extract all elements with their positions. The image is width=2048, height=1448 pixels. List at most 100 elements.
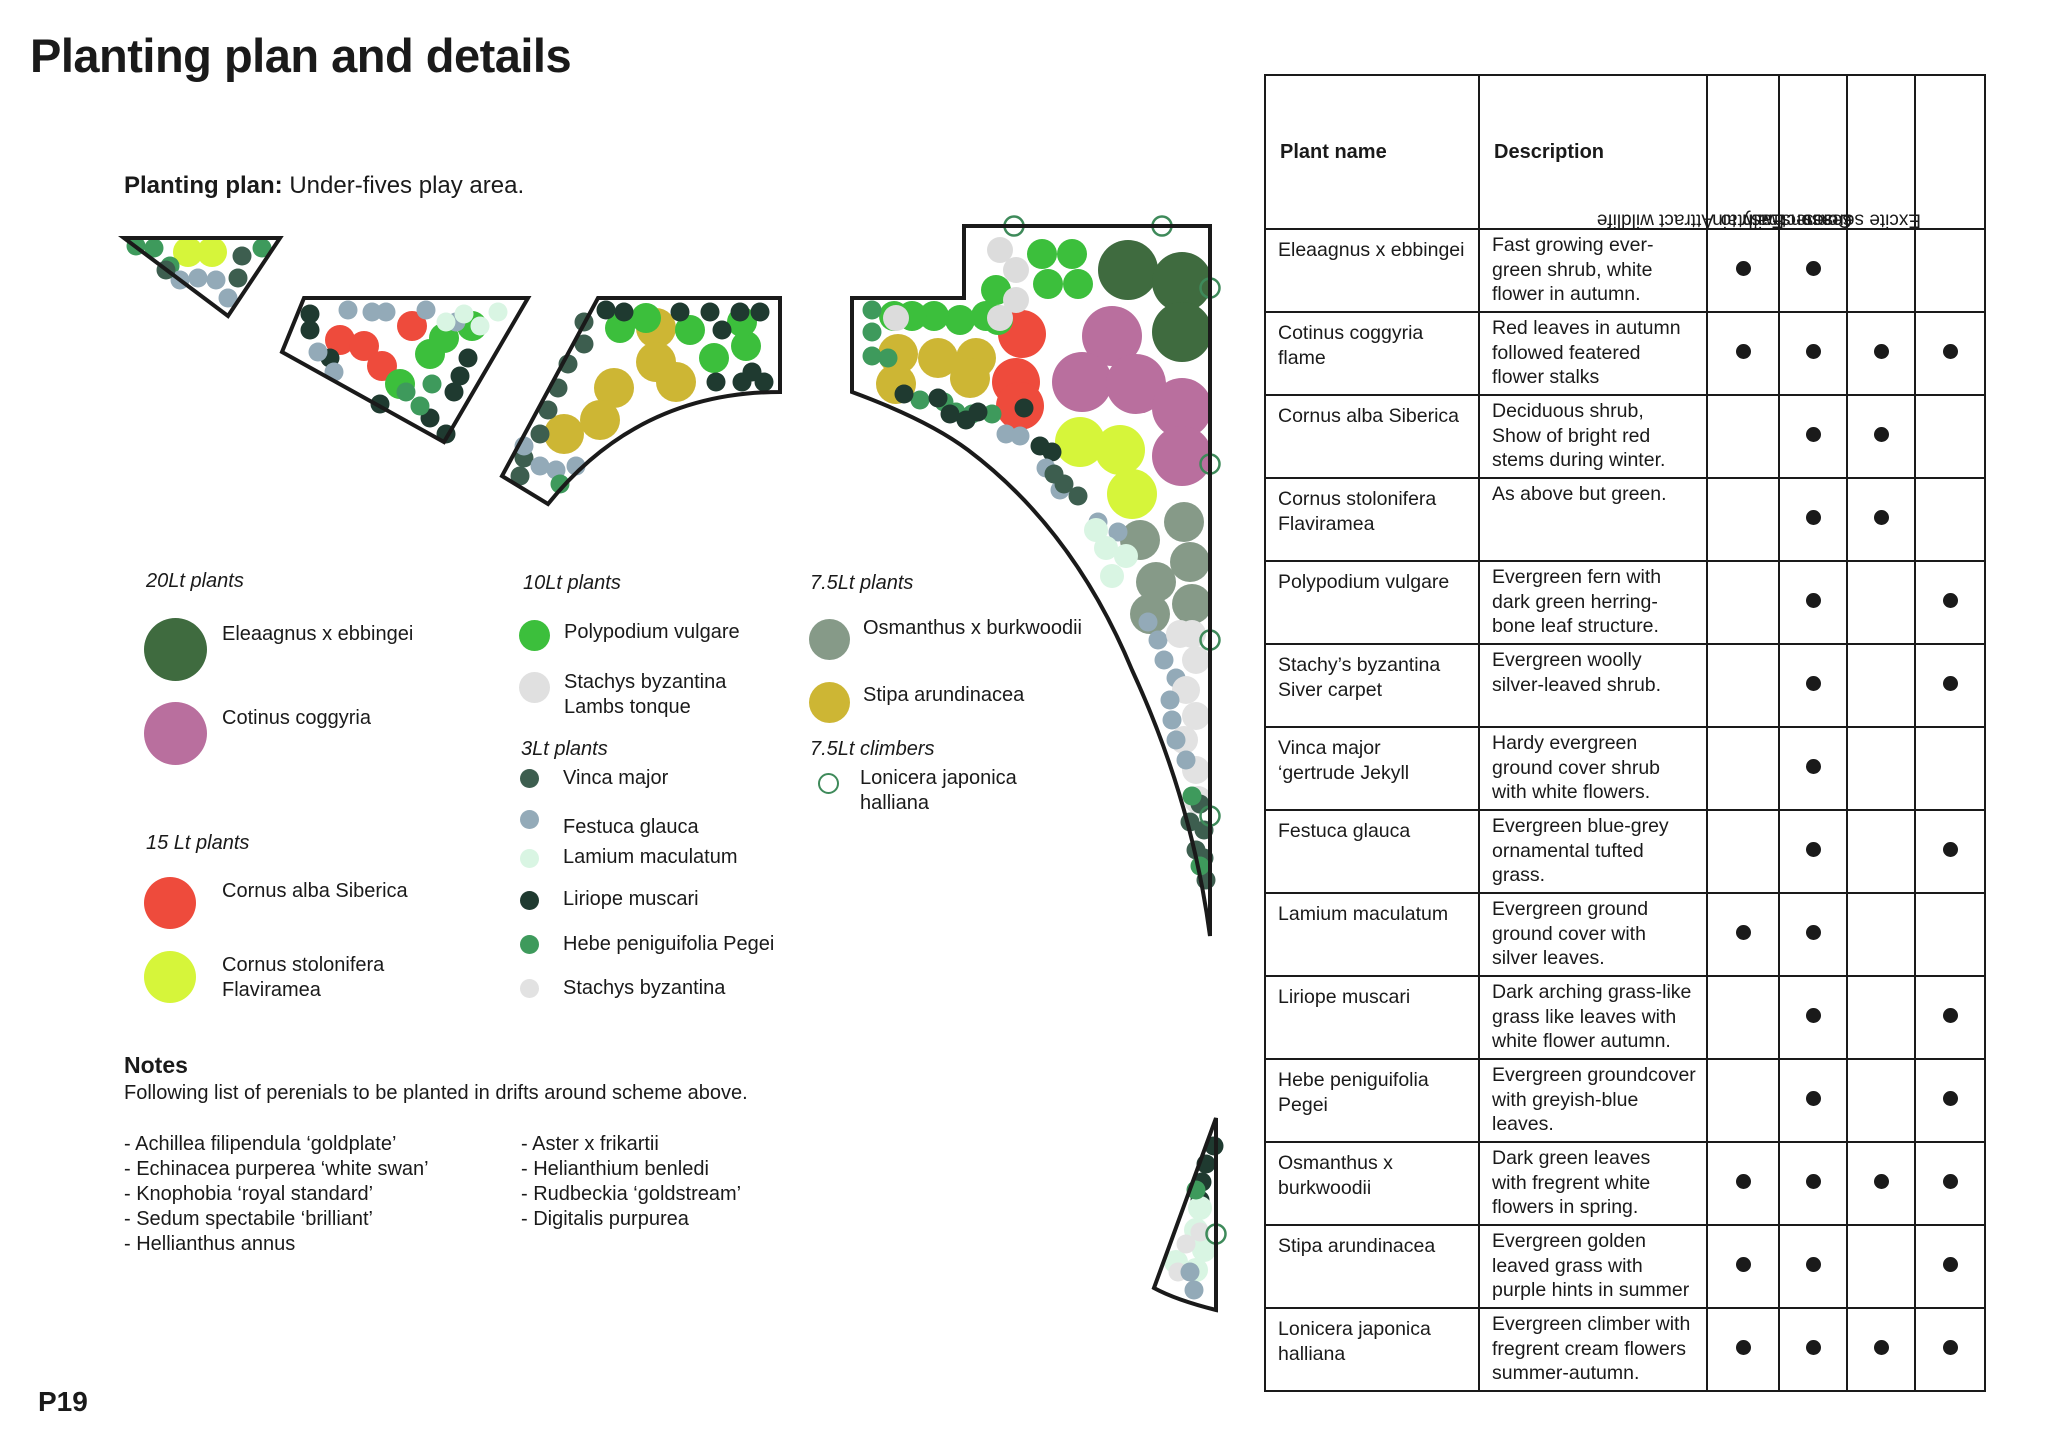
plant-name-cell: Liriope muscari [1264, 975, 1480, 1060]
stipa-plant [918, 338, 958, 378]
bullet-icon [1735, 1340, 1751, 1356]
table-row: Stipa arundinacea Evergreen golden leaved … [1264, 1224, 1986, 1309]
description-line: with greyish-blue [1492, 1088, 1639, 1111]
legend-item-label: Cornus stolonifera Flaviramea [222, 953, 384, 1003]
hebe-plant [862, 322, 882, 342]
page-number: P19 [38, 1386, 88, 1417]
easy-to-maintain-cell [1778, 394, 1848, 479]
attract-wildlife-cell [1706, 892, 1780, 977]
lamium-plant [470, 316, 490, 336]
description-line: silver-leaved shrub. [1492, 673, 1662, 696]
easy-to-maintain-cell [1778, 726, 1848, 811]
header-label: Attract wildlife [1596, 209, 1714, 231]
hebe-plant [252, 238, 272, 258]
description-line: Evergreen climber with [1492, 1313, 1691, 1335]
description-cell: Evergreen blue-grey ornamental tufted gras… [1478, 809, 1708, 894]
bullet-icon [1805, 1008, 1821, 1024]
excite-senses-cell [1914, 1307, 1986, 1392]
bullet-icon [1805, 510, 1821, 526]
header-plant-name: Plant name [1264, 74, 1480, 230]
festuca-plant [1176, 750, 1196, 770]
festuca-plant [1148, 630, 1168, 650]
stipa-plant [580, 400, 620, 440]
description-line: dark green herring- [1492, 590, 1658, 613]
cornus-alba-plant [325, 325, 355, 355]
plant-name-cell: Lonicera japonica halliana [1264, 1307, 1480, 1392]
festuca-plant [416, 300, 436, 320]
description-cell: Fast growing ever-green shrub, white flow… [1478, 228, 1708, 313]
osmanthus-plant [1172, 584, 1212, 624]
legend-item-label: Cornus alba Siberica [222, 880, 408, 902]
hebe-swatch [520, 935, 539, 954]
plant-name-line: burkwoodii [1278, 1176, 1372, 1199]
liriope-plant [940, 404, 960, 424]
lamium-plant [436, 312, 456, 332]
stachys-plant [1003, 257, 1029, 283]
bullet-icon [1805, 676, 1821, 692]
plant-name-line: ‘gertrude Jekyll [1278, 761, 1410, 784]
legend-line: Lonicera japonica [860, 767, 1017, 789]
excite-senses-cell [1914, 809, 1986, 894]
attract-wildlife-cell [1706, 643, 1780, 728]
description-line: Dark green leaves [1492, 1147, 1651, 1169]
description-line: flower in autumn. [1492, 283, 1641, 305]
header-excite-senses: Excite senses [1804, 74, 1986, 231]
liriope-plant [712, 320, 732, 340]
description-line: Red leaves in autumn [1492, 317, 1681, 339]
festuca-plant [308, 342, 328, 362]
description-line: Evergreen ground [1492, 898, 1649, 920]
easy-to-maintain-cell [1778, 892, 1848, 977]
table-row: Lonicera japonica halliana Evergreen climb… [1264, 1307, 1986, 1392]
description-line: with fregrent white [1492, 1171, 1651, 1194]
description-cell: Deciduous shrub, Show of bright red stems … [1478, 394, 1708, 479]
vinca-plant [530, 424, 550, 444]
description-line: flower stalks [1492, 366, 1600, 388]
description-line: with white flowers. [1492, 781, 1651, 803]
description-line: stems during winter. [1492, 449, 1666, 471]
liriope-plant [300, 320, 320, 340]
description-cell: Evergreen climber with fregrent cream flo… [1478, 1307, 1708, 1392]
hebe-plant [982, 404, 1002, 424]
legend-item-label: Vinca major [563, 767, 669, 789]
easy-to-maintain-cell [1778, 1224, 1848, 1309]
legend-item-label: Polypodium vulgare [564, 621, 740, 643]
notes-item: - Rudbeckia ‘goldstream’ [521, 1183, 742, 1205]
cornus-stolonifera-plant [1055, 417, 1105, 467]
connect-with-seasons-cell [1846, 560, 1916, 645]
legend-item: Liriope muscari [520, 887, 699, 912]
liriope-plant [730, 302, 750, 322]
easy-to-maintain-cell [1778, 1058, 1848, 1143]
bullet-icon [1735, 1257, 1751, 1273]
description-line: ornamental tufted [1492, 839, 1644, 862]
plant-name-cell: Cotinus coggyria flame [1264, 311, 1480, 396]
legend-line: Lambs tonque [564, 696, 691, 718]
notes-item: - Helianthium benledi [521, 1158, 709, 1180]
description-line: followed featered [1492, 341, 1641, 364]
easy-to-maintain-cell [1778, 643, 1848, 728]
festuca-plant [206, 270, 226, 290]
description-line: bone leaf structure. [1492, 615, 1659, 637]
bed-4-outline [850, 224, 1212, 937]
legend-15lt-label: 15 Lt plants [146, 832, 250, 854]
bullet-icon [1805, 1174, 1821, 1190]
legend-item-label: Hebe peniguifolia Pegei [563, 933, 775, 955]
excite-senses-cell [1914, 560, 1986, 645]
easy-to-maintain-cell [1778, 228, 1848, 313]
excite-senses-cell [1914, 1224, 1986, 1309]
table-row: Hebe peniguifolia Pegei Evergreen groundco… [1264, 1058, 1986, 1143]
liriope-plant [750, 302, 770, 322]
table-row: Vinca major ‘gertrude Jekyll Hardy evergre… [1264, 726, 1986, 811]
easy-to-maintain-cell [1778, 975, 1848, 1060]
lamium-plant [1100, 564, 1124, 588]
excite-senses-cell [1914, 311, 1986, 396]
description-cell: Evergreen golden leaved grass with purple … [1478, 1224, 1708, 1309]
description-cell: Dark arching grass-like grass like leaves… [1478, 975, 1708, 1060]
connect-with-seasons-cell [1846, 1058, 1916, 1143]
eleaagnus-swatch [144, 618, 207, 681]
bullet-icon [1942, 676, 1958, 692]
hebe-plant [1182, 786, 1202, 806]
stachys-plant [1176, 1234, 1196, 1254]
legend-item-label: Stachys byzantina Lambs tonque [564, 670, 726, 720]
plan-heading: Planting plan: Under-fives play area. [124, 172, 524, 200]
